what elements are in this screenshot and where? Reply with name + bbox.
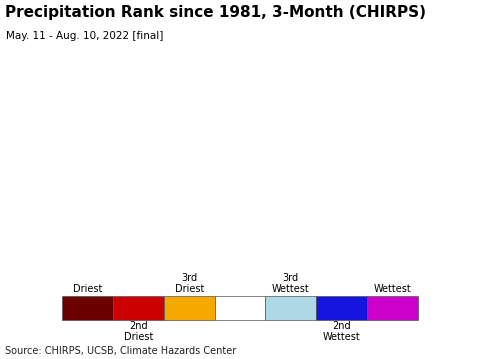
Text: Wettest: Wettest [373,284,411,294]
Text: Driest: Driest [73,284,102,294]
Text: Precipitation Rank since 1981, 3-Month (CHIRPS): Precipitation Rank since 1981, 3-Month (… [5,5,426,20]
Text: 2nd
Wettest: 2nd Wettest [323,321,360,342]
Text: May. 11 - Aug. 10, 2022 [final]: May. 11 - Aug. 10, 2022 [final] [6,31,163,41]
Text: 3rd
Driest: 3rd Driest [175,273,204,294]
Text: 2nd
Driest: 2nd Driest [124,321,153,342]
Text: 3rd
Wettest: 3rd Wettest [272,273,310,294]
Text: Source: CHIRPS, UCSB, Climate Hazards Center: Source: CHIRPS, UCSB, Climate Hazards Ce… [5,346,236,356]
